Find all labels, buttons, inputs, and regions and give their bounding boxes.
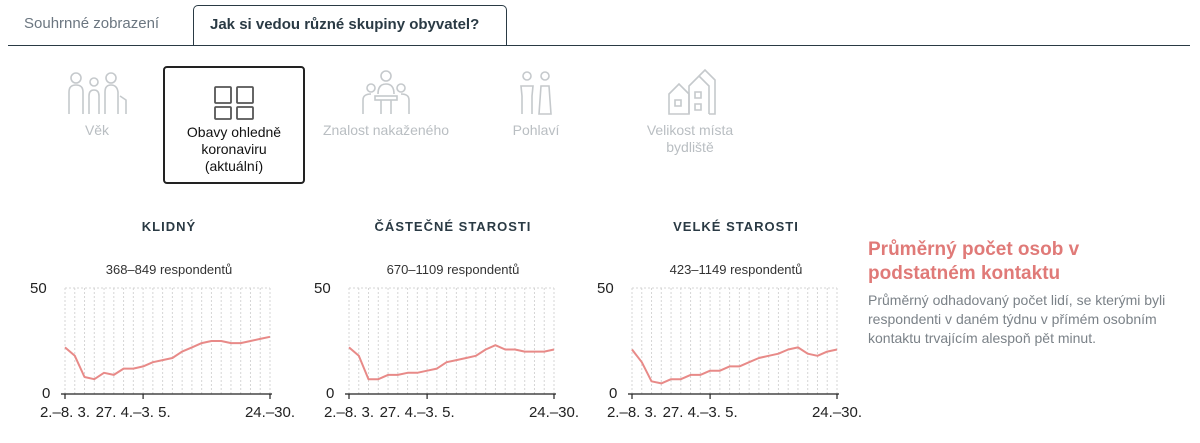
category-label: Obavy ohledně koronaviru (aktuální) — [186, 124, 282, 174]
x-tick-label: 27. 4.–3. 5. — [380, 404, 455, 421]
x-tick-label: 2.–8. 3. — [40, 404, 90, 421]
category-age[interactable]: Věk — [26, 66, 168, 184]
category-residence-size[interactable]: Velikost místa bydliště — [619, 66, 761, 184]
category-label: Věk — [84, 122, 110, 138]
y-tick-label: 50 — [30, 280, 47, 297]
series-line — [64, 335, 271, 381]
x-tick-label: 24.–30. — [812, 404, 862, 421]
x-tick-label: 2.–8. 3. — [607, 404, 657, 421]
legend-title: Průměrný počet osob v podstatném kontakt… — [868, 239, 1080, 284]
tab-bar: Souhrnné zobrazení Jak si vedou různé sk… — [0, 0, 1190, 46]
y-tick-label: 50 — [597, 280, 614, 297]
tab-underline — [8, 45, 1190, 46]
chart-1-subtitle: 368–849 respondentů — [105, 262, 233, 277]
people-ages-icon — [68, 72, 127, 114]
category-label: Velikost místa bydliště — [646, 122, 734, 155]
y-tick-label: 0 — [609, 385, 617, 402]
tab-groups[interactable]: Jak si vedou různé skupiny obyvatel? — [193, 5, 507, 46]
tab-summary[interactable]: Souhrnné zobrazení — [24, 15, 160, 32]
category-corona-worries[interactable]: Obavy ohledně koronaviru (aktuální) — [163, 66, 305, 184]
people-meeting-icon — [362, 70, 410, 114]
gender-icon — [520, 71, 552, 115]
series-line — [631, 346, 838, 385]
legend-description: Průměrný odhadovaný počet lidí, se který… — [868, 292, 1166, 346]
grid-squares-icon — [214, 86, 254, 120]
category-label: Pohlaví — [512, 122, 560, 138]
chart-2-subtitle: 670–1109 respondentů — [386, 262, 520, 277]
x-tick-label: 27. 4.–3. 5. — [96, 404, 171, 421]
y-tick-label: 0 — [42, 385, 50, 402]
series-line — [348, 344, 555, 381]
x-tick-label: 24.–30. — [245, 404, 295, 421]
y-tick-label: 0 — [326, 385, 334, 402]
chart-1-title: KLIDNÝ — [141, 219, 197, 234]
chart-3-subtitle: 423–1149 respondentů — [669, 262, 803, 277]
y-tick-label: 50 — [314, 280, 331, 297]
chart-2-title: ČÁSTEČNÉ STAROSTI — [374, 219, 532, 234]
x-tick-label: 2.–8. 3. — [324, 404, 374, 421]
x-tick-label: 27. 4.–3. 5. — [663, 404, 738, 421]
chart-2: 50 0 2.–8. 3. 27. 4.–3. 5. 24.–30. — [314, 280, 579, 421]
category-knows-infected[interactable]: Znalost nakaženého — [315, 66, 457, 184]
chart-3-title: VELKÉ STAROSTI — [673, 219, 799, 234]
category-gender[interactable]: Pohlaví — [465, 66, 607, 184]
chart-3: 50 0 2.–8. 3. 27. 4.–3. 5. 24.–30. — [597, 280, 862, 421]
houses-icon — [668, 68, 716, 115]
x-tick-label: 24.–30. — [529, 404, 579, 421]
category-label: Znalost nakaženého — [322, 122, 450, 138]
chart-1: 50 0 2.–8. 3. 27. 4.–3. 5. 24.–30. — [30, 280, 295, 421]
